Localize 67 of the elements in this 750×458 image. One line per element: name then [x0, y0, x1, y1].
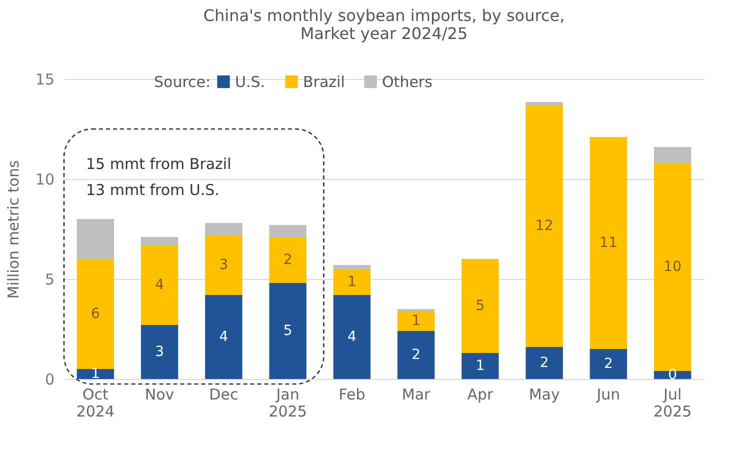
bar	[269, 283, 306, 379]
annotation: 15 mmt from Brazil	[86, 155, 232, 173]
data-label: 1	[90, 366, 100, 382]
data-label: 6	[90, 306, 100, 322]
bar	[269, 225, 306, 237]
bar	[76, 369, 114, 379]
data-label: 4	[347, 329, 356, 345]
legend-label: Others	[382, 72, 433, 91]
bar	[205, 235, 242, 295]
legend-label: U.S.	[235, 72, 266, 91]
x-tick-label: Apr	[467, 386, 494, 404]
bar	[205, 295, 242, 379]
bar	[526, 105, 563, 347]
bar	[140, 237, 178, 245]
data-label: 2	[412, 347, 421, 363]
bar	[333, 265, 371, 269]
bar	[397, 311, 435, 331]
y-tick-label: 0	[44, 370, 54, 388]
y-axis-title: Million metric tons	[4, 160, 22, 299]
bar	[140, 325, 178, 379]
data-label: 2	[540, 355, 549, 371]
bar	[462, 259, 499, 353]
data-label: 2	[283, 252, 292, 268]
data-label: 3	[219, 257, 228, 273]
x-tick-label: Nov	[144, 386, 174, 404]
x-tick-label: Jun	[596, 386, 620, 404]
y-tick-label: 5	[44, 270, 54, 288]
data-label: 12	[535, 218, 554, 234]
y-tick-label: 10	[35, 170, 54, 188]
bar	[269, 237, 306, 283]
bar	[526, 102, 563, 105]
bar	[397, 331, 435, 379]
legend-label: Brazil	[303, 72, 345, 91]
data-label: 1	[476, 358, 485, 374]
bar	[205, 223, 242, 235]
data-label: 4	[155, 277, 164, 293]
x-tick-label: Feb	[338, 386, 366, 404]
data-label: 5	[283, 323, 292, 339]
bar	[333, 269, 371, 295]
data-label: 1	[347, 274, 356, 290]
chart-title: China's monthly soybean imports, by source, Market year 2024/25	[203, 6, 565, 43]
data-label: 10	[664, 259, 682, 275]
y-tick-label: 15	[35, 70, 54, 88]
data-label: 2	[604, 356, 613, 372]
data-label: 1	[412, 313, 421, 329]
bar	[590, 349, 628, 379]
bar	[590, 137, 628, 349]
bar	[654, 147, 692, 163]
x-tick-label: Jan 2025	[268, 386, 307, 420]
data-label: 5	[476, 298, 485, 314]
bar	[76, 259, 114, 369]
bar	[462, 353, 499, 379]
data-label: 0	[668, 367, 678, 383]
x-tick-label: May	[528, 386, 560, 404]
legend-title: Source:	[154, 73, 211, 91]
data-label: 11	[600, 235, 618, 251]
bar	[333, 295, 371, 379]
x-tick-label: Oct 2024	[76, 386, 115, 420]
data-label: 3	[155, 344, 164, 360]
x-tick-label: Jul 2025	[653, 386, 692, 420]
bar	[76, 219, 114, 259]
x-tick-label: Dec	[209, 386, 238, 404]
x-tick-label: Mar	[402, 386, 432, 404]
annotation: 13 mmt from U.S.	[86, 181, 220, 199]
bar	[526, 347, 563, 379]
data-label: 4	[219, 329, 228, 345]
bar	[140, 245, 178, 325]
